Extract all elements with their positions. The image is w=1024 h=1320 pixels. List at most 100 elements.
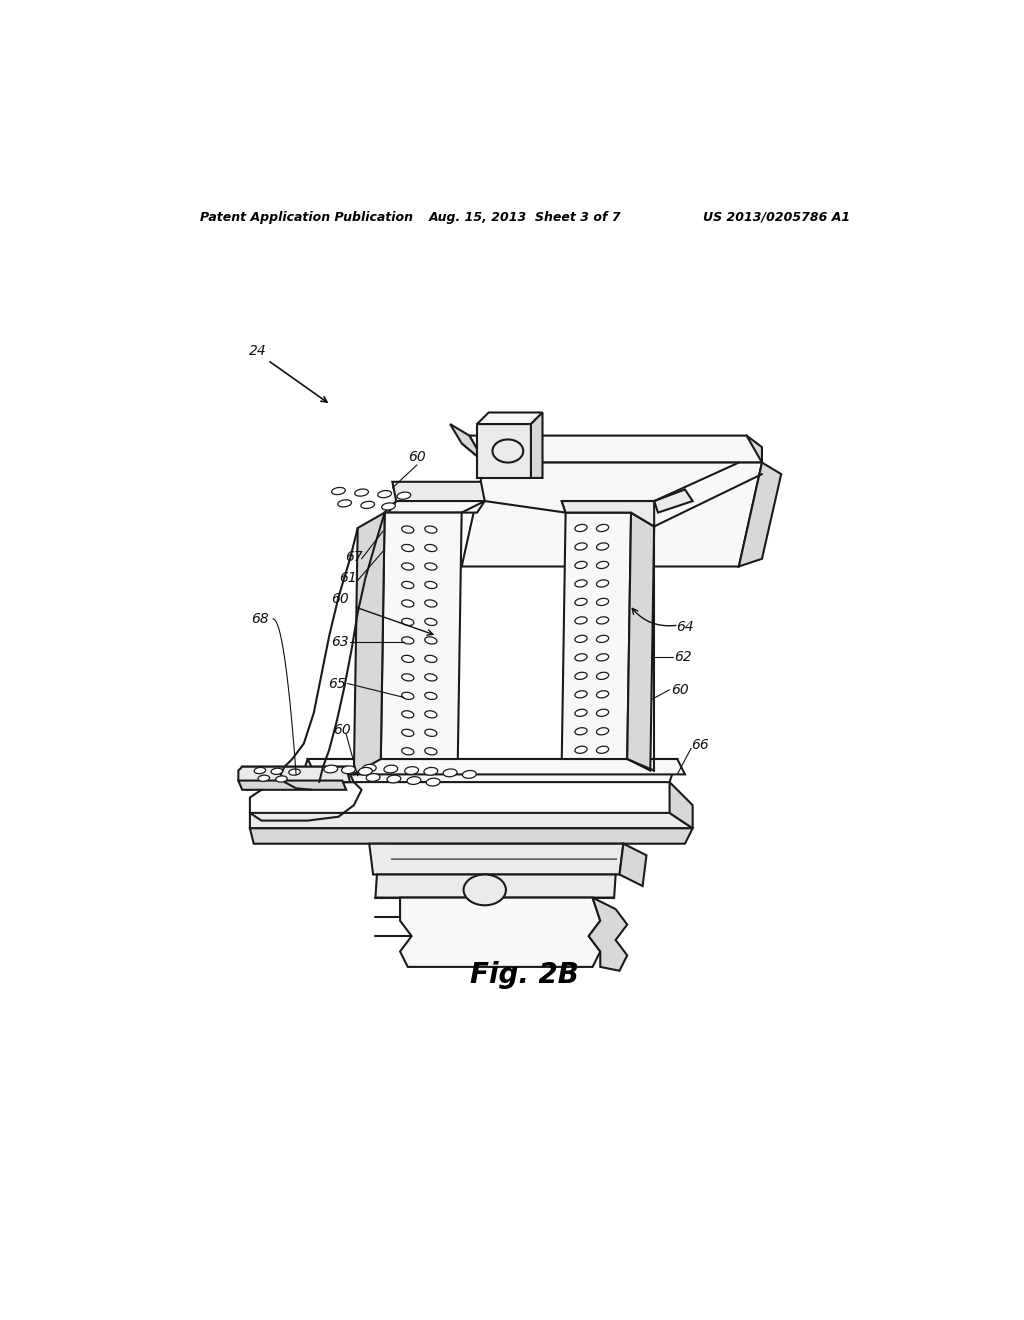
Ellipse shape (596, 709, 608, 717)
Text: 68: 68 (251, 612, 268, 626)
Ellipse shape (425, 525, 437, 533)
Polygon shape (400, 898, 600, 966)
Ellipse shape (401, 692, 414, 700)
Ellipse shape (425, 544, 437, 552)
Ellipse shape (425, 710, 437, 718)
Text: 24: 24 (249, 345, 266, 358)
Polygon shape (392, 482, 484, 502)
Text: 62: 62 (675, 651, 692, 664)
Polygon shape (354, 512, 385, 775)
Polygon shape (451, 424, 484, 462)
Ellipse shape (378, 491, 391, 498)
Ellipse shape (425, 599, 437, 607)
Polygon shape (739, 436, 762, 462)
Ellipse shape (401, 673, 414, 681)
Polygon shape (462, 462, 762, 566)
Ellipse shape (401, 636, 414, 644)
Ellipse shape (275, 776, 288, 783)
Ellipse shape (493, 440, 523, 462)
Text: Fig. 2B: Fig. 2B (470, 961, 580, 989)
Ellipse shape (574, 598, 587, 606)
Ellipse shape (401, 710, 414, 718)
Ellipse shape (425, 618, 437, 626)
Ellipse shape (387, 775, 400, 783)
Polygon shape (469, 436, 762, 462)
Ellipse shape (574, 579, 587, 587)
Text: 67: 67 (345, 550, 362, 564)
Ellipse shape (596, 653, 608, 661)
Polygon shape (307, 759, 685, 775)
Polygon shape (300, 759, 677, 781)
Ellipse shape (401, 544, 414, 552)
Text: 60: 60 (334, 723, 351, 737)
Ellipse shape (401, 599, 414, 607)
Text: 60: 60 (331, 591, 349, 606)
Polygon shape (562, 512, 631, 759)
Polygon shape (376, 874, 615, 898)
Ellipse shape (425, 562, 437, 570)
Ellipse shape (362, 764, 376, 772)
Ellipse shape (254, 767, 265, 774)
Polygon shape (477, 412, 543, 424)
Ellipse shape (425, 673, 437, 681)
Ellipse shape (289, 770, 300, 775)
Ellipse shape (574, 672, 587, 680)
Ellipse shape (574, 653, 587, 661)
Ellipse shape (574, 746, 587, 754)
Text: 66: 66 (691, 738, 710, 752)
Ellipse shape (384, 766, 397, 774)
Polygon shape (243, 767, 354, 781)
Ellipse shape (574, 690, 587, 698)
Ellipse shape (443, 770, 457, 776)
Polygon shape (239, 767, 350, 789)
Polygon shape (628, 512, 654, 771)
Polygon shape (462, 444, 762, 462)
Text: 63: 63 (331, 635, 349, 649)
Ellipse shape (596, 598, 608, 606)
Text: US 2013/0205786 A1: US 2013/0205786 A1 (702, 211, 850, 224)
Polygon shape (239, 780, 346, 789)
Polygon shape (562, 502, 654, 527)
Ellipse shape (596, 690, 608, 698)
Ellipse shape (574, 635, 587, 643)
Ellipse shape (574, 709, 587, 717)
Ellipse shape (397, 492, 411, 499)
Ellipse shape (574, 727, 587, 735)
Ellipse shape (574, 616, 587, 624)
Text: Aug. 15, 2013  Sheet 3 of 7: Aug. 15, 2013 Sheet 3 of 7 (428, 211, 622, 224)
Ellipse shape (401, 655, 414, 663)
Text: 61: 61 (339, 572, 356, 585)
Ellipse shape (324, 766, 338, 774)
Ellipse shape (401, 562, 414, 570)
Ellipse shape (258, 775, 269, 781)
Ellipse shape (407, 776, 421, 784)
Polygon shape (739, 462, 781, 566)
Text: Patent Application Publication: Patent Application Publication (200, 211, 413, 224)
Ellipse shape (401, 581, 414, 589)
Polygon shape (388, 502, 484, 512)
Polygon shape (620, 843, 646, 886)
Ellipse shape (426, 779, 440, 785)
Ellipse shape (338, 500, 351, 507)
Ellipse shape (354, 488, 369, 496)
Ellipse shape (596, 524, 608, 532)
Ellipse shape (425, 729, 437, 737)
Polygon shape (654, 490, 692, 512)
Ellipse shape (596, 746, 608, 754)
Ellipse shape (271, 768, 283, 775)
Ellipse shape (401, 618, 414, 626)
Polygon shape (589, 898, 628, 970)
Ellipse shape (596, 616, 608, 624)
Ellipse shape (596, 579, 608, 587)
Ellipse shape (574, 561, 587, 569)
Ellipse shape (425, 581, 437, 589)
Ellipse shape (425, 636, 437, 644)
Text: 65: 65 (328, 677, 346, 690)
Ellipse shape (401, 747, 414, 755)
Ellipse shape (596, 635, 608, 643)
Polygon shape (531, 412, 543, 478)
Ellipse shape (596, 672, 608, 680)
Ellipse shape (342, 766, 355, 774)
Ellipse shape (463, 771, 476, 779)
Polygon shape (250, 829, 692, 843)
